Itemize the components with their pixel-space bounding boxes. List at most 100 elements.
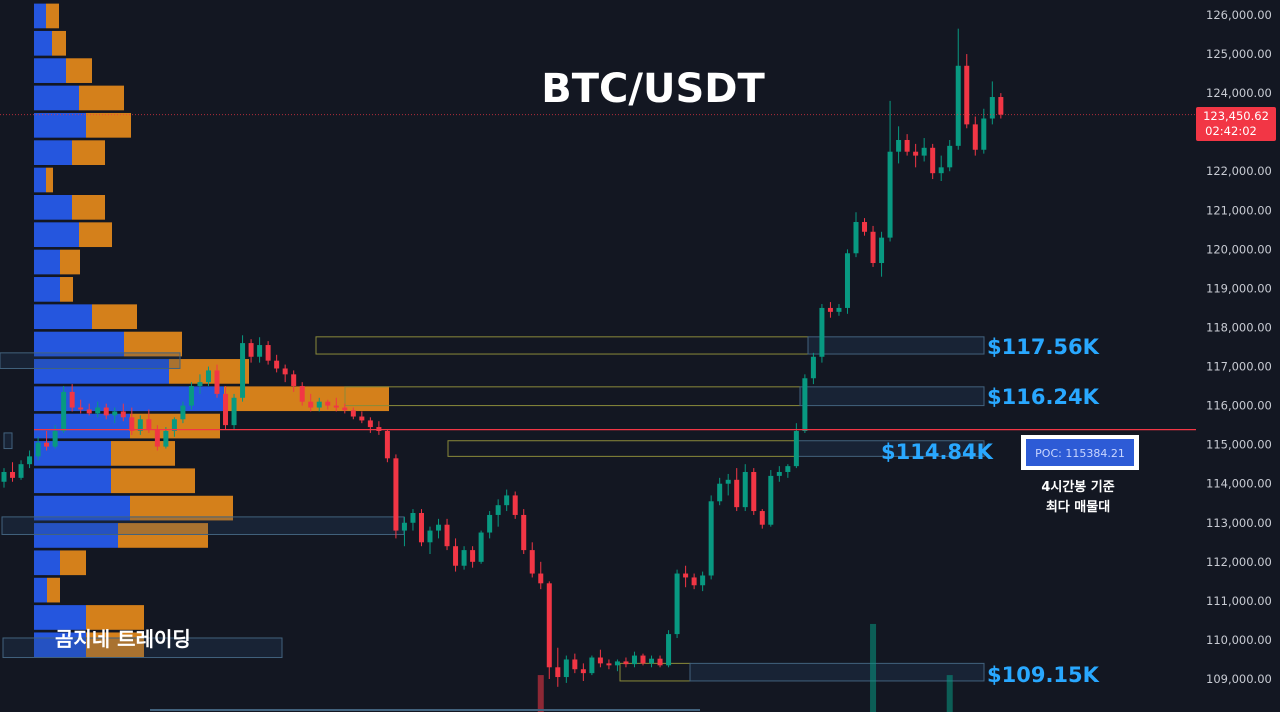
candle-body <box>299 386 305 402</box>
y-tick-label: 113,000.00 <box>1206 516 1272 530</box>
y-tick-label: 120,000.00 <box>1206 242 1272 256</box>
candle-body <box>887 151 893 238</box>
candle-body <box>683 573 689 578</box>
candle-body <box>376 427 382 431</box>
profile-buy-bar <box>34 277 60 302</box>
candle-body <box>103 407 109 416</box>
candle-body <box>844 253 850 308</box>
profile-buy-bar <box>34 30 52 56</box>
candle-body <box>35 442 41 457</box>
candle-body <box>589 657 595 674</box>
candle-body <box>998 97 1004 115</box>
candle-body <box>393 458 399 531</box>
candle-body <box>291 374 297 387</box>
candle-body <box>870 231 876 264</box>
profile-sell-bar <box>46 167 53 193</box>
profile-sell-bar <box>79 222 112 248</box>
profile-buy-bar <box>34 495 130 521</box>
zone-label-4: $109.15K <box>987 663 1100 687</box>
candle-body <box>819 307 825 357</box>
candle-body <box>836 307 842 312</box>
candle-body <box>759 511 765 525</box>
y-tick-label: 117,000.00 <box>1206 360 1272 374</box>
profile-sell-bar <box>72 140 105 166</box>
volume-bars <box>537 623 953 712</box>
candle-body <box>308 401 314 408</box>
zone-left-box <box>2 637 283 659</box>
y-tick-label: 109,000.00 <box>1206 672 1272 686</box>
candle-body <box>666 634 672 666</box>
candle-body <box>827 307 833 312</box>
candle-body <box>350 410 356 417</box>
zone-left-box <box>0 352 181 369</box>
profile-buy-bar <box>34 331 124 357</box>
candle-body <box>546 583 552 668</box>
volume-bar <box>537 675 544 712</box>
candle-body <box>623 661 629 665</box>
candle-body <box>146 419 152 430</box>
candle-body <box>521 514 527 551</box>
volume-profile <box>34 3 389 658</box>
volume-bar <box>946 675 953 712</box>
candle-body <box>504 495 510 506</box>
profile-sell-bar <box>130 495 233 521</box>
price-axis[interactable]: 126,000.00125,000.00124,000.00123,000.00… <box>1206 8 1272 686</box>
candle-body <box>674 573 680 635</box>
candle-body <box>444 524 450 547</box>
profile-sell-bar <box>46 3 59 29</box>
profile-buy-bar <box>34 167 46 193</box>
profile-sell-bar <box>124 331 182 357</box>
candle-body <box>879 237 885 264</box>
candle-body <box>248 343 254 357</box>
candle-body <box>717 483 723 502</box>
price-badge-bg <box>1196 107 1276 141</box>
profile-sell-bar <box>118 523 208 548</box>
candle-body <box>274 360 280 369</box>
candle-body <box>223 393 229 426</box>
candle-body <box>61 391 67 431</box>
y-tick-label: 125,000.00 <box>1206 47 1272 61</box>
profile-sell-bar <box>66 58 92 83</box>
profile-buy-bar <box>34 85 79 111</box>
y-tick-label: 126,000.00 <box>1206 8 1272 22</box>
y-tick-label: 122,000.00 <box>1206 164 1272 178</box>
profile-buy-bar <box>34 112 86 138</box>
y-tick-label: 114,000.00 <box>1206 477 1272 491</box>
profile-buy-bar <box>34 222 79 248</box>
current-price-label: 123,450.62 <box>1203 109 1269 123</box>
poc-label: POC: 115384.21 <box>1035 447 1125 460</box>
profile-sell-bar <box>60 249 80 275</box>
candle-body <box>18 464 24 478</box>
candle-body <box>776 471 782 476</box>
candle-body <box>265 345 271 361</box>
candle-body <box>359 416 365 421</box>
candle-body <box>734 479 740 508</box>
candle-body <box>86 409 92 414</box>
candle-body <box>955 65 961 146</box>
profile-buy-bar <box>34 550 60 576</box>
y-tick-label: 115,000.00 <box>1206 438 1272 452</box>
candle-body <box>802 378 808 431</box>
candle-body <box>640 655 646 664</box>
candle-body <box>580 669 586 674</box>
candle-body <box>154 429 160 447</box>
profile-sell-bar <box>86 632 144 658</box>
candle-body <box>453 546 459 566</box>
candle-body <box>538 573 544 584</box>
profile-buy-bar <box>34 632 86 658</box>
poc-callout: POC: 115384.21 <box>1021 435 1139 470</box>
candle-body <box>44 442 50 447</box>
candle-body <box>52 430 58 447</box>
poc-note-line-1: 4시간봉 기준 <box>1041 479 1114 495</box>
candle-body <box>171 419 177 431</box>
candle-body <box>129 417 135 431</box>
profile-sell-bar <box>47 577 60 603</box>
poc-note-line-2: 최다 매물대 <box>1046 499 1110 515</box>
profile-buy-bar <box>34 523 118 548</box>
candle-body <box>597 657 603 664</box>
y-tick-label: 124,000.00 <box>1206 86 1272 100</box>
profile-buy-bar <box>34 3 46 29</box>
volume-bar <box>870 623 877 712</box>
candle-body <box>853 222 859 254</box>
